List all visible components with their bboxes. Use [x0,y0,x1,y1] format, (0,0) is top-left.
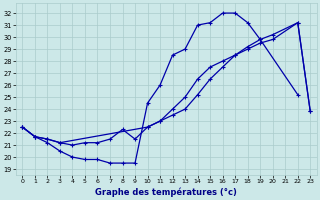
X-axis label: Graphe des températures (°c): Graphe des températures (°c) [95,187,237,197]
